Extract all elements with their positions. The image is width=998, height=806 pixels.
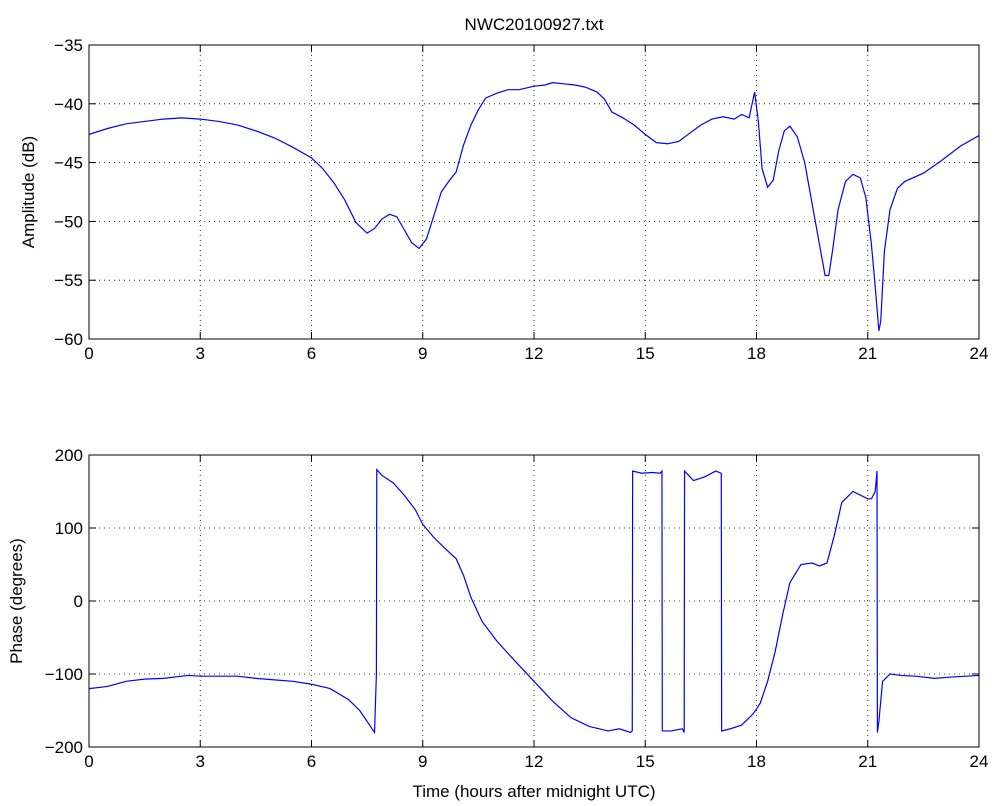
- phase-y-tick-label: 0: [74, 592, 83, 611]
- amplitude-ticks: 0 3 6 9 12 15 18 21 24 −35 −40 −45 −50 −55 −60: [54, 36, 988, 363]
- amplitude-y-tick-label: −55: [54, 271, 83, 290]
- phase-x-tick-label: 12: [525, 752, 544, 771]
- amplitude-x-tick-label: 9: [418, 344, 427, 363]
- amplitude-x-tick-label: 24: [970, 344, 989, 363]
- phase-axes-box: [88, 454, 980, 748]
- phase-x-tick-label: 3: [196, 752, 205, 771]
- amplitude-y-axis-label: Amplitude (dB): [19, 136, 38, 248]
- amplitude-y-tick-label: −40: [54, 95, 83, 114]
- amplitude-y-tick-label: −35: [54, 36, 83, 55]
- amplitude-y-tick-label: −45: [54, 154, 83, 173]
- phase-ticks: 0 3 6 9 12 15 18 21 24 200 100 0 −100 −200: [45, 446, 989, 771]
- phase-x-tick-label: 6: [307, 752, 316, 771]
- phase-y-tick-label: −200: [45, 738, 83, 757]
- phase-y-tick-label: 200: [55, 446, 83, 465]
- amplitude-x-tick-label: 0: [84, 344, 93, 363]
- amplitude-y-tick-label: −50: [54, 212, 83, 231]
- phase-x-tick-label: 9: [418, 752, 427, 771]
- phase-series-line: [89, 468, 979, 735]
- amplitude-series-line: [89, 82, 979, 331]
- phase-x-tick-label: 18: [747, 752, 766, 771]
- phase-x-tick-label: 21: [858, 752, 877, 771]
- phase-grid: [89, 455, 979, 747]
- chart-title: NWC20100927.txt: [465, 15, 604, 34]
- amplitude-grid: [89, 45, 979, 339]
- amplitude-x-tick-label: 15: [636, 344, 655, 363]
- amplitude-axes-box: [88, 44, 980, 340]
- amplitude-plot: 0 3 6 9 12 15 18 21 24 −35 −40 −45 −50 −55 −60 NWC2010…: [19, 15, 988, 363]
- phase-plot: 0 3 6 9 12 15 18 21 24 200 100 0 −100 −200 Time (hour…: [7, 446, 988, 801]
- amplitude-x-tick-label: 21: [858, 344, 877, 363]
- phase-y-tick-label: −100: [45, 665, 83, 684]
- phase-x-tick-label: 0: [84, 752, 93, 771]
- amplitude-x-tick-label: 3: [196, 344, 205, 363]
- phase-y-axis-label: Phase (degrees): [7, 538, 26, 664]
- amplitude-x-tick-label: 6: [307, 344, 316, 363]
- amplitude-y-tick-label: −60: [54, 330, 83, 349]
- phase-y-tick-label: 100: [55, 519, 83, 538]
- phase-x-tick-label: 15: [636, 752, 655, 771]
- phase-x-tick-label: 24: [970, 752, 989, 771]
- amplitude-x-tick-label: 18: [747, 344, 766, 363]
- amplitude-x-tick-label: 12: [525, 344, 544, 363]
- x-axis-label: Time (hours after midnight UTC): [412, 782, 655, 801]
